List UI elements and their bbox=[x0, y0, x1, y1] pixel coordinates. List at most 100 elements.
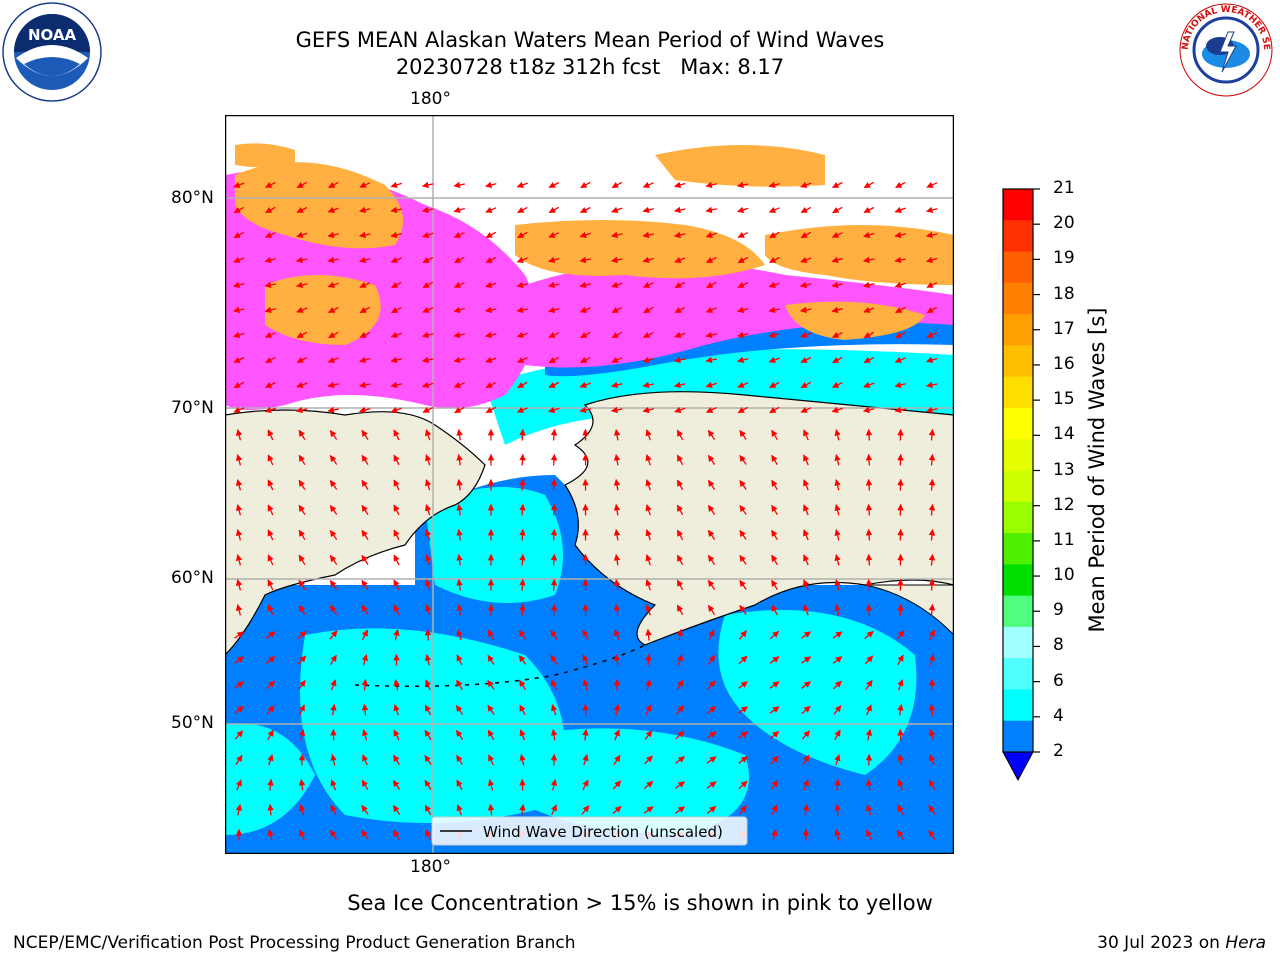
wind-arrow bbox=[517, 231, 528, 239]
wind-arrow bbox=[706, 731, 717, 739]
wind-arrow bbox=[645, 579, 652, 591]
colorbar-tick-label: 16 bbox=[1053, 353, 1075, 374]
wind-arrow bbox=[298, 604, 306, 616]
wind-arrow bbox=[705, 231, 717, 238]
wind-arrow bbox=[832, 181, 843, 189]
map-frame bbox=[225, 115, 954, 854]
wind-arrow bbox=[737, 406, 749, 414]
wind-arrow bbox=[393, 628, 400, 641]
wind-arrow bbox=[235, 429, 243, 441]
wind-arrow bbox=[928, 453, 936, 466]
wind-arrow bbox=[424, 654, 432, 666]
wind-arrow bbox=[863, 306, 875, 313]
wind-arrow bbox=[519, 603, 526, 616]
wind-arrow bbox=[705, 181, 718, 189]
wind-arrow bbox=[390, 206, 403, 214]
wind-arrow bbox=[580, 206, 591, 214]
wind-arrow bbox=[393, 579, 400, 591]
lon-label-bottom: 180° bbox=[410, 857, 451, 877]
wind-arrow bbox=[865, 428, 873, 441]
colorbar-tick-label: 17 bbox=[1053, 318, 1075, 339]
wind-arrow bbox=[676, 429, 684, 441]
wind-arrow bbox=[642, 356, 654, 364]
wind-arrow bbox=[705, 381, 717, 389]
wind-arrow bbox=[645, 704, 652, 716]
wind-arrow bbox=[327, 356, 339, 363]
wind-arrow bbox=[800, 356, 812, 364]
wind-arrow bbox=[769, 406, 780, 414]
wind-arrow bbox=[392, 804, 401, 815]
wind-arrow bbox=[484, 331, 497, 339]
wind-arrow bbox=[676, 628, 684, 641]
wind-arrow bbox=[897, 654, 904, 666]
wind-arrow bbox=[358, 231, 371, 239]
wind-arrow bbox=[771, 829, 778, 841]
wind-arrow bbox=[799, 306, 812, 314]
wind-arrow bbox=[739, 429, 747, 440]
wind-arrow bbox=[391, 306, 402, 314]
wind-arrow bbox=[769, 256, 780, 264]
wind-arrow bbox=[359, 331, 371, 338]
wind-arrow bbox=[484, 306, 497, 314]
colorbar-band bbox=[1003, 720, 1033, 753]
wind-arrow bbox=[485, 381, 497, 389]
wind-arrow bbox=[928, 678, 936, 691]
wind-arrow bbox=[705, 206, 718, 214]
wind-arrow bbox=[926, 281, 938, 288]
wind-arrow bbox=[645, 554, 652, 566]
wind-arrow bbox=[896, 829, 905, 840]
colorbar-band bbox=[1003, 407, 1033, 440]
wind-arrow bbox=[613, 653, 621, 666]
wind-arrow bbox=[267, 829, 274, 841]
wind-arrow bbox=[393, 504, 400, 516]
wind-arrow bbox=[456, 804, 463, 816]
noaa-logo: NOAA bbox=[2, 2, 102, 102]
colorbar-band bbox=[1003, 282, 1033, 315]
wind-arrow bbox=[897, 753, 904, 766]
wind-arrow bbox=[453, 231, 465, 238]
wind-arrow bbox=[298, 778, 306, 791]
colorbar-band bbox=[1003, 564, 1033, 597]
wind-arrow bbox=[768, 181, 780, 189]
wind-arrow bbox=[865, 778, 873, 791]
wind-arrow bbox=[707, 429, 716, 440]
wind-arrow bbox=[928, 428, 936, 441]
wind-arrow bbox=[265, 206, 276, 214]
wind-arrow bbox=[579, 406, 592, 414]
wind-arrow bbox=[425, 529, 432, 541]
wind-arrow bbox=[771, 554, 778, 566]
wind-arrow bbox=[299, 804, 306, 816]
wind-arrow bbox=[361, 479, 369, 490]
nws-logo: NATIONAL WEATHER SERVICE bbox=[1174, 2, 1273, 97]
wind-arrow bbox=[643, 806, 654, 814]
wind-arrow bbox=[928, 703, 936, 716]
wind-arrow bbox=[834, 479, 841, 491]
wind-arrow bbox=[548, 181, 560, 189]
colorbar-tick-label: 11 bbox=[1053, 529, 1075, 550]
wind-arrow bbox=[233, 256, 245, 263]
wind-arrow bbox=[579, 381, 591, 388]
wind-arrow bbox=[801, 631, 812, 639]
wind-arrow bbox=[645, 454, 652, 466]
wind-arrow bbox=[834, 579, 841, 591]
wind-arrow bbox=[456, 453, 463, 466]
wind-arrow bbox=[456, 428, 463, 441]
wind-arrow bbox=[705, 331, 718, 339]
wind-arrow bbox=[707, 680, 716, 690]
wind-arrow bbox=[361, 829, 369, 840]
wind-arrow bbox=[329, 604, 338, 615]
wind-arrow bbox=[329, 454, 338, 465]
wind-direction-arrows bbox=[232, 181, 938, 841]
wind-arrow bbox=[329, 630, 338, 640]
wind-arrow bbox=[832, 356, 843, 364]
wind-arrow bbox=[517, 206, 528, 214]
wind-arrow bbox=[358, 406, 371, 414]
wind-arrow bbox=[330, 654, 337, 666]
wind-arrow bbox=[739, 630, 747, 640]
wind-arrow bbox=[862, 281, 875, 289]
wind-arrow bbox=[739, 604, 747, 615]
wind-arrow bbox=[771, 479, 778, 491]
wind-arrow bbox=[485, 231, 497, 239]
wind-arrow bbox=[928, 478, 936, 491]
wind-arrow bbox=[582, 654, 589, 666]
